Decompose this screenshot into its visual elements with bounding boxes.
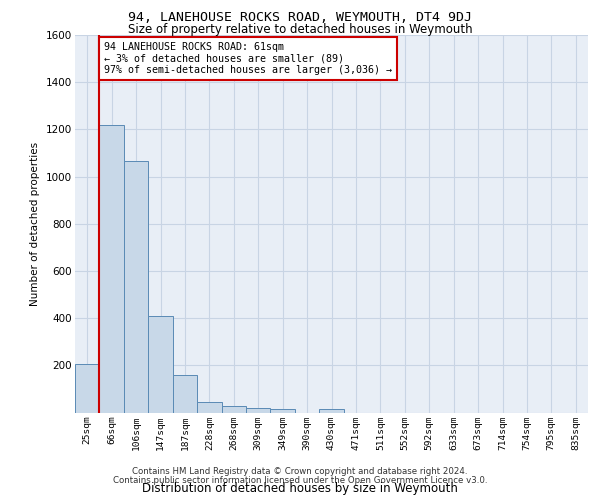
Bar xyxy=(124,161,148,412)
Bar xyxy=(197,402,221,412)
Bar xyxy=(319,410,344,412)
Text: Contains HM Land Registry data © Crown copyright and database right 2024.: Contains HM Land Registry data © Crown c… xyxy=(132,467,468,476)
Text: 94 LANEHOUSE ROCKS ROAD: 61sqm
← 3% of detached houses are smaller (89)
97% of s: 94 LANEHOUSE ROCKS ROAD: 61sqm ← 3% of d… xyxy=(104,42,392,76)
Bar xyxy=(173,375,197,412)
Text: 94, LANEHOUSE ROCKS ROAD, WEYMOUTH, DT4 9DJ: 94, LANEHOUSE ROCKS ROAD, WEYMOUTH, DT4 … xyxy=(128,11,472,24)
Bar xyxy=(148,316,173,412)
Text: Contains public sector information licensed under the Open Government Licence v3: Contains public sector information licen… xyxy=(113,476,487,485)
Text: Size of property relative to detached houses in Weymouth: Size of property relative to detached ho… xyxy=(128,22,472,36)
Bar xyxy=(246,408,271,412)
Y-axis label: Number of detached properties: Number of detached properties xyxy=(31,142,40,306)
Bar xyxy=(221,406,246,412)
Bar xyxy=(271,409,295,412)
Bar xyxy=(75,364,100,412)
Bar xyxy=(100,124,124,412)
Text: Distribution of detached houses by size in Weymouth: Distribution of detached houses by size … xyxy=(142,482,458,495)
